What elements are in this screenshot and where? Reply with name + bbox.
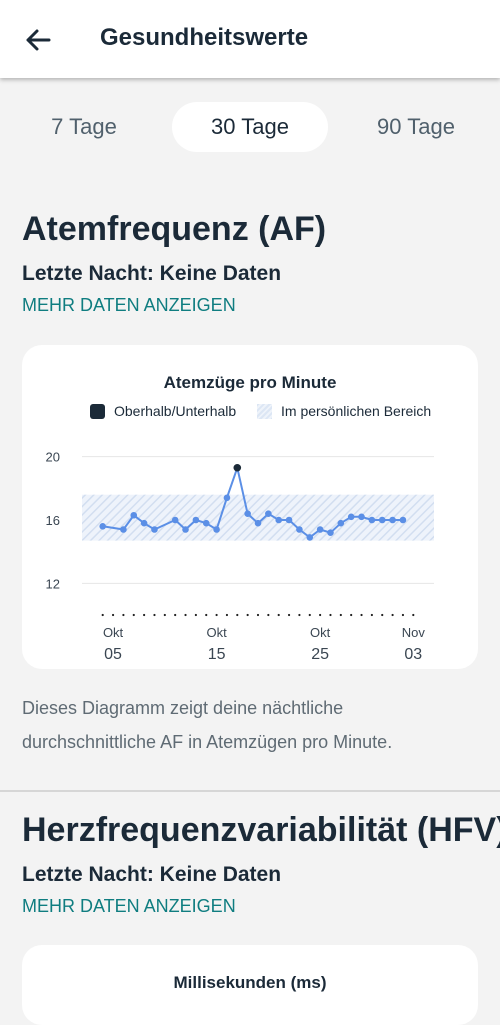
x-axis-dot bbox=[329, 613, 332, 617]
x-axis-dot bbox=[225, 613, 229, 617]
x-axis-dot bbox=[153, 613, 156, 617]
page-title: Gesundheitswerte bbox=[100, 24, 309, 51]
af-chart-title: Atemzüge pro Minute bbox=[163, 373, 337, 392]
legend-hatch-swatch bbox=[257, 403, 272, 419]
data-point bbox=[265, 510, 272, 517]
data-point bbox=[244, 510, 251, 517]
legend-dark-swatch bbox=[90, 403, 105, 419]
x-axis-dot bbox=[256, 613, 260, 617]
data-point bbox=[389, 516, 396, 524]
af-heading: Atemfrequenz (AF) bbox=[22, 210, 327, 248]
data-point bbox=[337, 519, 345, 527]
x-axis-dot bbox=[287, 613, 291, 617]
af-series-line bbox=[102, 466, 403, 539]
hfv-chart-title: Millisekunden (ms) bbox=[173, 973, 327, 992]
x-tick-day: 25 bbox=[311, 646, 329, 663]
data-point bbox=[120, 526, 127, 533]
x-axis-dot bbox=[163, 613, 166, 617]
x-axis-dot bbox=[143, 613, 146, 617]
data-point bbox=[254, 519, 262, 527]
x-axis-dot bbox=[370, 613, 373, 617]
legend-above-below-label: Oberhalb/Unterhalb bbox=[114, 403, 237, 419]
x-axis-dot bbox=[215, 613, 218, 617]
x-tick-month: Okt bbox=[103, 625, 124, 640]
section-divider bbox=[0, 790, 500, 792]
data-point bbox=[306, 534, 314, 541]
tab-30-days[interactable]: 30 Tage bbox=[172, 102, 328, 152]
x-tick-month: Okt bbox=[310, 625, 331, 640]
data-point bbox=[296, 526, 303, 533]
data-point bbox=[285, 516, 293, 524]
data-point bbox=[358, 513, 365, 521]
x-axis-dot bbox=[319, 613, 322, 617]
x-tick-day: 03 bbox=[404, 646, 422, 663]
x-axis-dot bbox=[412, 613, 415, 617]
data-point bbox=[182, 526, 189, 533]
af-chart-card: Atemzüge pro Minute Oberhalb/Unterhalb I… bbox=[22, 345, 478, 669]
y-tick-label: 12 bbox=[46, 576, 60, 591]
x-tick-month: Nov bbox=[402, 625, 426, 640]
data-point bbox=[213, 526, 220, 533]
arrow-left-icon bbox=[26, 29, 51, 51]
data-point bbox=[316, 526, 324, 533]
data-point bbox=[140, 519, 148, 527]
y-tick-label: 16 bbox=[46, 513, 60, 528]
x-tick-month: Okt bbox=[206, 625, 227, 640]
legend-personal-range-label: Im persönlichen Bereich bbox=[281, 403, 432, 419]
data-point bbox=[378, 516, 386, 524]
personal-range-band bbox=[82, 494, 434, 541]
data-point bbox=[347, 513, 355, 521]
x-axis-dot bbox=[391, 613, 394, 617]
x-axis-dot bbox=[132, 613, 135, 617]
y-tick-label: 20 bbox=[46, 450, 60, 465]
hfv-more-data-link[interactable]: MEHR DATEN ANZEIGEN bbox=[22, 896, 236, 916]
data-point bbox=[171, 516, 179, 524]
x-axis-dot bbox=[350, 613, 353, 617]
data-point bbox=[151, 526, 158, 533]
data-point bbox=[223, 494, 231, 502]
data-point bbox=[202, 519, 210, 527]
af-description: Dieses Diagramm zeigt deine nächtliche d… bbox=[22, 698, 393, 752]
hfv-heading: Herzfrequenzvariabilität (HFV) bbox=[22, 811, 500, 849]
tab-7-days[interactable]: 7 Tage bbox=[51, 114, 117, 139]
af-last-night: Letzte Nacht: Keine Daten bbox=[22, 262, 282, 285]
x-axis-dot bbox=[277, 613, 280, 617]
x-tick-day: 15 bbox=[208, 646, 226, 663]
data-point bbox=[327, 529, 334, 536]
back-button[interactable] bbox=[20, 22, 56, 58]
x-axis-dot bbox=[308, 613, 311, 617]
af-more-data-link[interactable]: MEHR DATEN ANZEIGEN bbox=[22, 295, 236, 315]
hfv-last-night: Letzte Nacht: Keine Daten bbox=[22, 863, 282, 886]
af-chart: 12 16 20 Okt 05 Okt 15 Okt 25 Nov 03 bbox=[46, 450, 434, 663]
data-point bbox=[192, 516, 200, 524]
x-axis-dot bbox=[267, 613, 270, 617]
x-axis-dot bbox=[401, 613, 405, 617]
x-axis-dot bbox=[339, 613, 342, 617]
x-axis-dot bbox=[381, 613, 384, 617]
data-point bbox=[99, 523, 107, 530]
x-axis-dot bbox=[298, 613, 301, 617]
data-point bbox=[368, 516, 376, 524]
x-axis-dot bbox=[205, 613, 208, 617]
hfv-chart-card: Millisekunden (ms) bbox=[22, 945, 478, 1025]
legend-above-below: Oberhalb/Unterhalb bbox=[90, 403, 236, 419]
x-axis-dot bbox=[122, 613, 125, 617]
x-axis-dot bbox=[236, 613, 239, 617]
x-tick-day: 05 bbox=[104, 646, 122, 663]
outlier-point bbox=[233, 463, 242, 472]
x-axis-dot bbox=[101, 613, 104, 617]
tab-90-days[interactable]: 90 Tage bbox=[377, 114, 455, 139]
x-axis-dot bbox=[360, 613, 363, 617]
data-point bbox=[130, 511, 138, 519]
data-point bbox=[399, 516, 407, 524]
x-axis-dot bbox=[194, 613, 197, 617]
data-point bbox=[275, 516, 283, 524]
x-axis-dot bbox=[246, 613, 249, 617]
x-axis-dot bbox=[174, 613, 177, 617]
x-axis-dot bbox=[111, 613, 115, 617]
app-bar: Gesundheitswerte bbox=[0, 0, 500, 78]
x-axis-dot bbox=[184, 613, 187, 617]
legend-personal-range: Im persönlichen Bereich bbox=[257, 403, 431, 419]
